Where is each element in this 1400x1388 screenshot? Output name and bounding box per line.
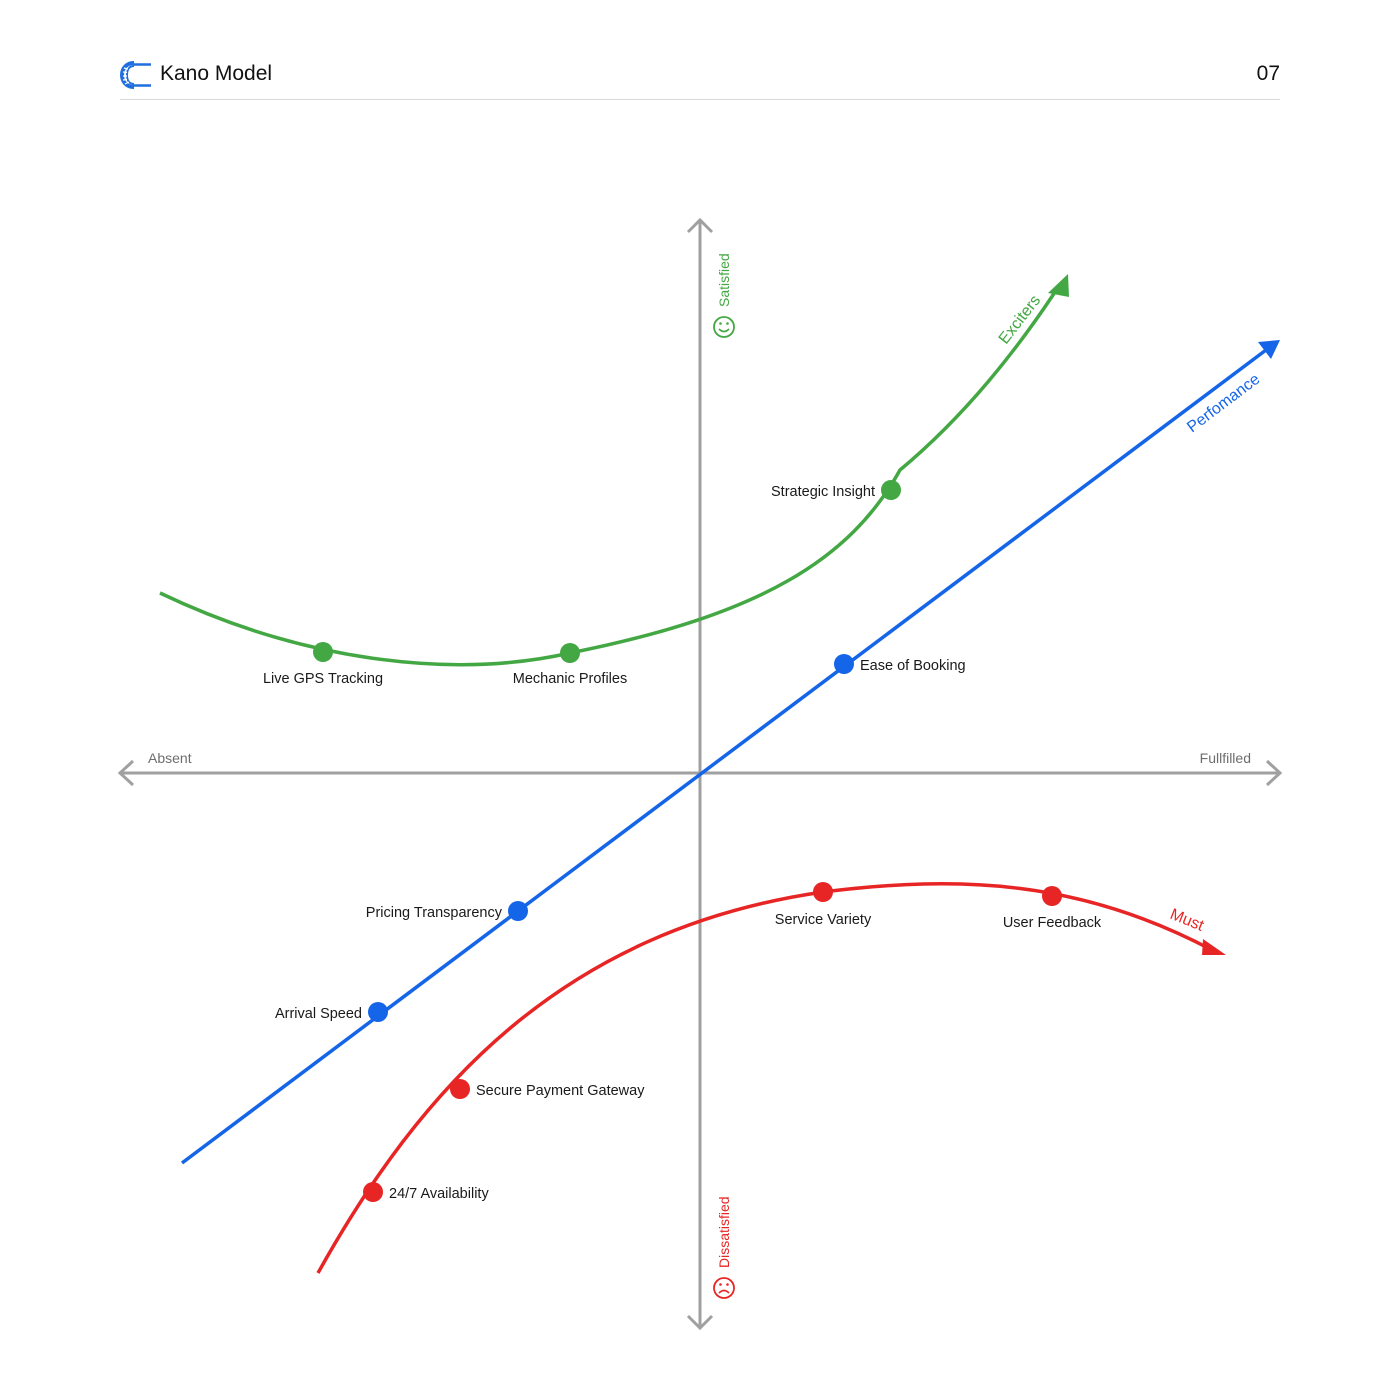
- feature-point-live-gps: Live GPS Tracking: [263, 642, 383, 687]
- feature-point-pricing-transparency: Pricing Transparency: [366, 901, 528, 921]
- feature-point-mechanic-profiles: Mechanic Profiles: [513, 643, 627, 687]
- sad-face-icon: [713, 1277, 735, 1299]
- axis-label-dissatisfied: Dissatisfied: [716, 1196, 732, 1268]
- y-axis-bottom-arrowhead: [686, 1314, 714, 1331]
- page-number: 07: [1256, 62, 1280, 85]
- must-arrowhead: [1202, 939, 1226, 955]
- feature-point-secure-payment: Secure Payment Gateway: [450, 1079, 645, 1099]
- feature-point-arrival-speed: Arrival Speed: [275, 1002, 388, 1022]
- feature-point-ease-of-booking: Ease of Booking: [834, 654, 966, 674]
- feature-label: Pricing Transparency: [366, 905, 503, 921]
- exciters-line: [159, 291, 1057, 667]
- page-header: Kano Model 07: [120, 56, 1280, 100]
- feature-point-service-variety: Service Variety: [775, 882, 872, 928]
- feature-label: Service Variety: [775, 912, 872, 928]
- exciters-curve: Exciters: [159, 274, 1069, 667]
- exciters-arrowhead: [1048, 274, 1069, 297]
- feature-label: Live GPS Tracking: [263, 671, 383, 687]
- feature-label: Secure Payment Gateway: [476, 1083, 645, 1099]
- feature-point-user-feedback: User Feedback: [1003, 886, 1102, 931]
- axis-label-fullfilled: Fullfilled: [1200, 750, 1251, 766]
- feature-label: Ease of Booking: [860, 658, 966, 674]
- performance-arrowhead: [1258, 340, 1280, 359]
- axis-label-absent: Absent: [148, 750, 192, 766]
- feature-label: Strategic Insight: [771, 484, 875, 500]
- feature-label: User Feedback: [1003, 915, 1102, 931]
- feature-label: Mechanic Profiles: [513, 671, 627, 687]
- tire-logo-icon: [120, 61, 151, 89]
- y-axis-top-arrowhead: [686, 217, 714, 234]
- feature-label: Arrival Speed: [275, 1006, 362, 1022]
- feature-label: 24/7 Availability: [389, 1186, 489, 1202]
- feature-point-strategic-insight: Strategic Insight: [771, 480, 901, 500]
- smiley-face-icon: [713, 316, 735, 338]
- must-line: [316, 882, 1213, 1274]
- feature-point-availability: 24/7 Availability: [363, 1182, 489, 1202]
- header-divider: [120, 99, 1280, 100]
- performance-curve: Perfomance: [180, 340, 1280, 1165]
- x-axis-right-arrowhead: [1265, 759, 1283, 787]
- x-axis-left-arrowhead: [117, 759, 135, 787]
- performance-line: [180, 348, 1268, 1165]
- must-curve: Must: [316, 882, 1226, 1274]
- axis-label-satisfied: Satisfied: [716, 253, 732, 307]
- page-title: Kano Model: [160, 62, 273, 85]
